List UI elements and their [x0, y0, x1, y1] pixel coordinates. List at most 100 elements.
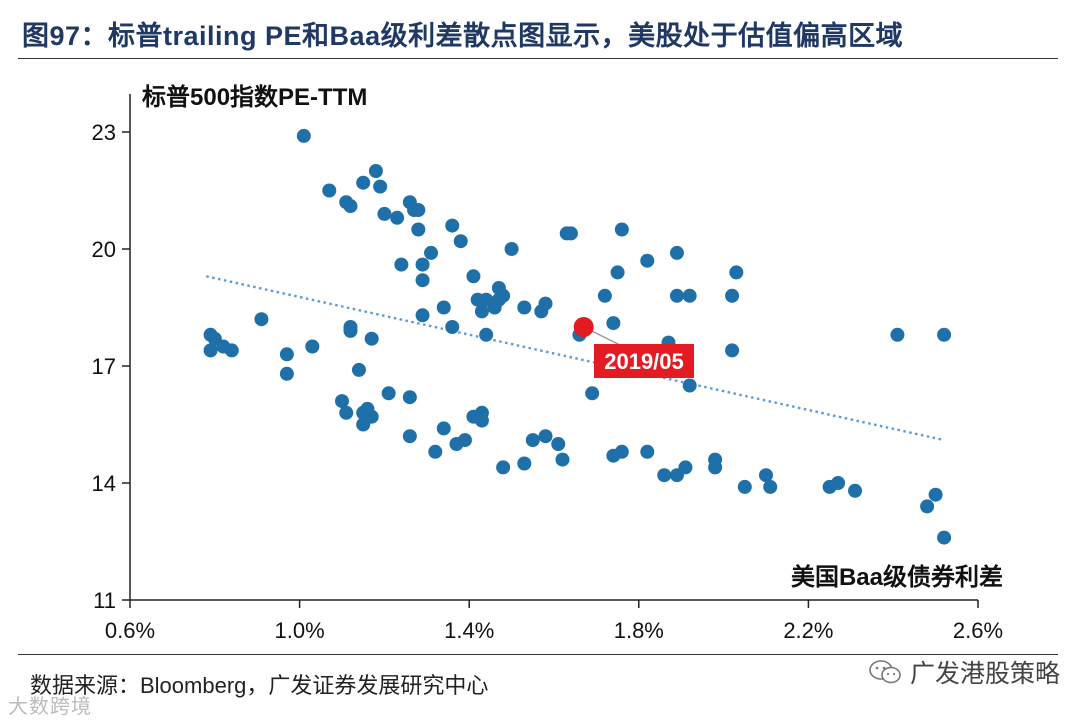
data-point	[373, 179, 388, 194]
data-point	[597, 288, 612, 303]
data-point	[538, 429, 553, 444]
data-point	[479, 327, 494, 342]
x-tick-label: 0.6%	[105, 618, 155, 643]
data-point	[322, 183, 337, 198]
data-point	[224, 343, 239, 358]
data-point	[411, 222, 426, 237]
scatter-chart: 11 14 17 20 23 0.6% 1.0% 1.4% 1.8% 2.2% 2.6% 2019/…	[92, 83, 1004, 643]
data-point	[457, 433, 472, 448]
data-point	[937, 530, 952, 545]
data-point	[669, 288, 684, 303]
data-point	[424, 245, 439, 260]
data-point	[428, 444, 443, 459]
data-point	[725, 343, 740, 358]
y-tick-label: 23	[92, 120, 116, 145]
data-point	[368, 164, 383, 178]
data-point	[496, 460, 511, 475]
data-point	[640, 253, 655, 268]
data-point	[725, 288, 740, 303]
data-point	[474, 413, 489, 428]
data-point	[678, 460, 693, 475]
data-point	[937, 327, 952, 342]
data-point	[763, 479, 778, 494]
data-points	[203, 128, 952, 545]
data-point	[474, 304, 489, 319]
data-point	[563, 226, 578, 241]
data-point	[402, 390, 417, 405]
highlight-point	[573, 317, 594, 337]
data-point	[364, 331, 379, 346]
data-point	[279, 366, 294, 381]
highlight-group: 2019/05	[573, 317, 694, 378]
data-point	[551, 437, 566, 451]
data-point	[466, 269, 481, 284]
data-point	[351, 362, 366, 377]
data-point	[381, 386, 396, 401]
title-divider	[18, 58, 1058, 59]
watermark-text: 广发港股策略	[910, 660, 1061, 688]
data-point	[343, 199, 358, 214]
x-tick-label: 2.2%	[783, 618, 833, 643]
data-point	[335, 394, 349, 409]
data-point	[364, 409, 379, 424]
x-tick-label: 1.4%	[444, 618, 494, 643]
data-point	[339, 405, 354, 420]
data-point	[415, 273, 430, 288]
data-point	[606, 316, 621, 331]
source-note: 数据来源：Bloomberg，广发证券发展研究中心	[30, 673, 489, 698]
data-point	[848, 483, 863, 498]
data-point	[538, 296, 553, 311]
data-point	[254, 312, 269, 327]
corner-watermark: 大数跨境	[8, 696, 92, 718]
data-point	[390, 210, 405, 225]
data-point	[614, 444, 629, 459]
data-point	[394, 257, 409, 272]
data-point	[402, 429, 417, 444]
data-point	[682, 378, 697, 393]
data-point	[415, 257, 430, 272]
data-point	[525, 433, 540, 448]
data-point	[610, 265, 625, 280]
y-tick-label: 14	[92, 471, 116, 496]
data-point	[436, 300, 451, 315]
data-point	[614, 222, 629, 237]
data-point	[555, 452, 570, 467]
data-point	[737, 479, 752, 494]
data-point	[411, 203, 426, 217]
data-point	[517, 300, 532, 315]
data-point	[343, 320, 358, 334]
data-point	[729, 265, 744, 280]
y-tick-label: 11	[93, 588, 116, 613]
chart-axes: 11 14 17 20 23 0.6% 1.0% 1.4% 1.8% 2.2% 2.6%	[92, 94, 1003, 643]
x-tick-label: 2.6%	[953, 618, 1003, 643]
data-point	[682, 288, 697, 303]
data-point	[496, 288, 511, 303]
data-point	[890, 327, 905, 342]
data-point	[296, 128, 311, 143]
data-point	[504, 242, 519, 256]
data-point	[279, 347, 294, 362]
figure-title: 图97：标普trailing PE和Baa级利差散点图显示，美股处于估值偏高区域	[22, 21, 904, 51]
data-point	[585, 386, 600, 401]
data-point	[487, 300, 502, 315]
data-point	[708, 460, 723, 475]
data-point	[445, 320, 460, 334]
callout-label: 2019/05	[604, 349, 684, 374]
data-point	[377, 206, 392, 221]
x-tick-label: 1.8%	[614, 618, 664, 643]
footer-divider	[18, 654, 1058, 655]
y-tick-label: 17	[92, 354, 116, 379]
data-point	[445, 218, 460, 233]
y-tick-label: 20	[92, 237, 116, 262]
data-point	[453, 234, 468, 249]
y-axis-label: 标普500指数PE-TTM	[142, 83, 367, 111]
trend-line	[206, 275, 945, 442]
data-point	[928, 487, 943, 502]
data-point	[831, 476, 846, 490]
data-point	[436, 421, 451, 436]
data-point	[669, 245, 684, 260]
wechat-icon	[869, 660, 901, 684]
data-point	[415, 308, 430, 323]
x-tick-label: 1.0%	[275, 618, 325, 643]
callout-box	[594, 344, 694, 378]
